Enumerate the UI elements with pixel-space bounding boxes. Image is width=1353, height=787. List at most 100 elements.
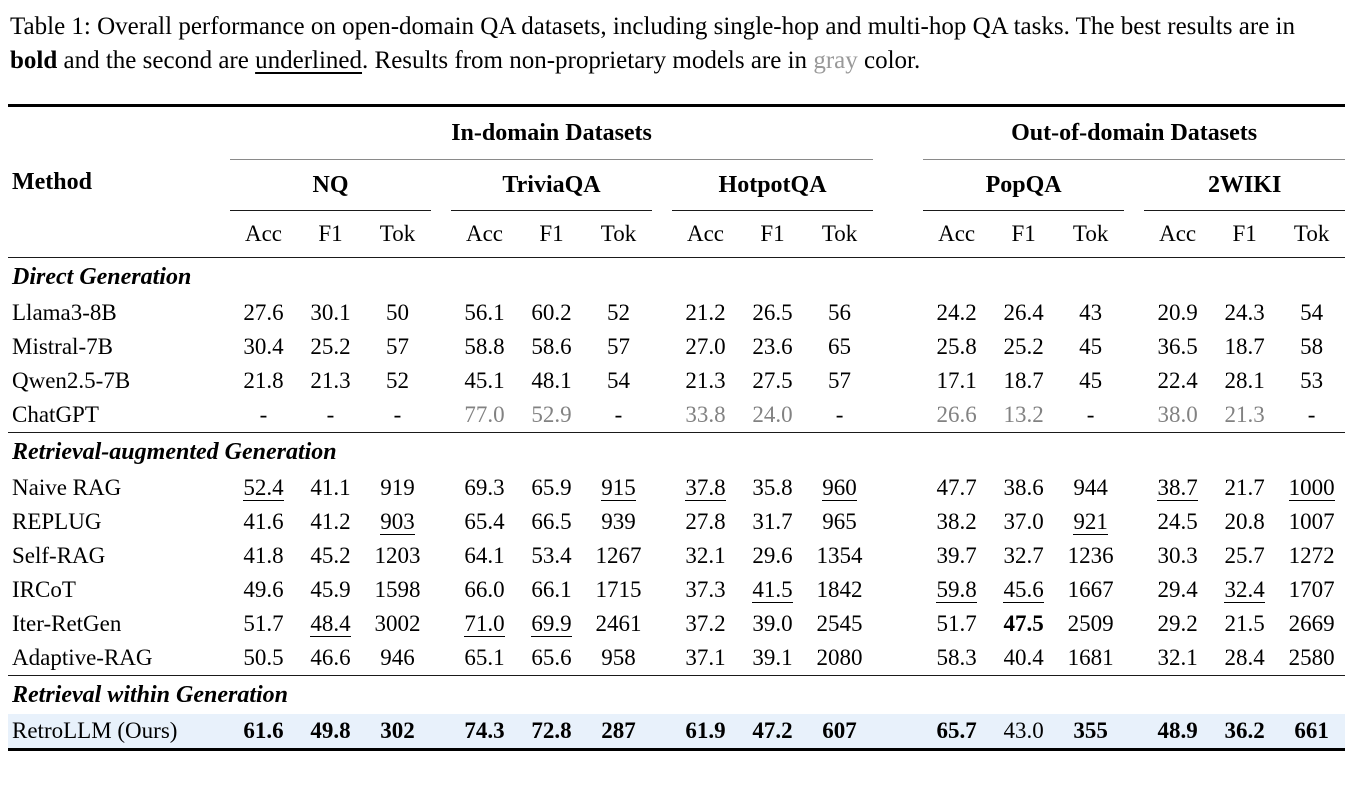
column-gap xyxy=(431,539,451,573)
value-cell: 2580 xyxy=(1288,645,1335,670)
method-cell: ChatGPT xyxy=(12,402,99,427)
value-cell: 69.3 xyxy=(464,475,505,500)
column-gap xyxy=(873,505,923,539)
column-gap xyxy=(431,641,451,676)
column-gap xyxy=(652,573,672,607)
value-cell: 47.2 xyxy=(739,714,806,751)
value-cell: 18.7 xyxy=(1224,334,1265,359)
value-cell: 58.6 xyxy=(531,334,572,359)
method-cell: REPLUG xyxy=(12,509,102,534)
column-gap xyxy=(873,607,923,641)
method-cell: Naive RAG xyxy=(12,475,122,500)
value-cell: 1707 xyxy=(1288,577,1335,602)
value-cell: - xyxy=(393,402,402,427)
value-cell: 921 xyxy=(1057,505,1124,539)
value: 24.0 xyxy=(752,402,793,427)
value: 960 xyxy=(822,474,857,502)
metric-header-f1: F1 xyxy=(518,210,585,258)
value-cell: 2545 xyxy=(816,611,863,636)
value: 903 xyxy=(380,508,415,536)
value: 65.7 xyxy=(936,718,977,743)
value-cell: 13.2 xyxy=(990,398,1057,433)
value-cell: 66.1 xyxy=(531,577,572,602)
value: 607 xyxy=(822,718,857,743)
value-cell: 2080 xyxy=(816,645,863,670)
value-cell: 21.5 xyxy=(1224,611,1265,636)
column-gap xyxy=(1124,210,1145,258)
metric-header-f1: F1 xyxy=(1211,210,1279,258)
caption-underlined-word: underlined xyxy=(255,47,363,74)
column-gap xyxy=(1124,471,1144,505)
value-cell: 32.7 xyxy=(1003,543,1044,568)
value-cell: 25.7 xyxy=(1224,543,1265,568)
value-cell: 41.8 xyxy=(243,543,284,568)
value-cell: 607 xyxy=(806,714,874,751)
results-table: Method In-domain Datasets Out-of-domain … xyxy=(8,104,1346,751)
caption-text: Table 1: Overall performance on open-dom… xyxy=(10,13,1295,40)
value-cell: 50 xyxy=(386,300,409,325)
value-cell: 60.2 xyxy=(531,300,572,325)
value-cell: 65.9 xyxy=(531,475,572,500)
value-cell: 58.8 xyxy=(464,334,505,359)
value: 61.9 xyxy=(685,718,726,743)
column-gap xyxy=(652,505,672,539)
value-cell: 59.8 xyxy=(923,573,990,607)
value-cell: 22.4 xyxy=(1157,368,1198,393)
caption-text: and the second are xyxy=(57,47,256,74)
value-cell: 52 xyxy=(386,368,409,393)
value-cell: 72.8 xyxy=(518,714,585,751)
metric-header-f1: F1 xyxy=(990,210,1058,258)
value-cell: 29.2 xyxy=(1157,611,1198,636)
value-cell: 29.4 xyxy=(1157,577,1198,602)
value-cell: 1681 xyxy=(1067,645,1114,670)
value-cell: 45.9 xyxy=(310,577,351,602)
column-gap xyxy=(873,160,923,211)
metric-header-acc: Acc xyxy=(672,210,739,258)
value-cell: 57 xyxy=(828,368,852,393)
section-title: Direct Generation xyxy=(8,257,1346,296)
dataset-header-popqa: PopQA xyxy=(923,159,1125,211)
column-gap xyxy=(873,106,923,160)
value-cell: 38.2 xyxy=(936,509,977,534)
method-cell: IRCoT xyxy=(12,577,76,602)
value-cell: 35.8 xyxy=(752,475,793,500)
value-cell: 51.7 xyxy=(243,611,284,636)
value-cell: 958 xyxy=(601,645,636,670)
value-cell: - xyxy=(1086,402,1095,427)
table-row: Llama3-8B 27.6 30.1 50 56.1 60.2 52 21.2 26.5 56 2… xyxy=(8,296,1345,330)
method-cell: Mistral-7B xyxy=(12,334,113,359)
dataset-header-row: NQ TriviaQA HotpotQA PopQA 2WIKI xyxy=(8,159,1346,211)
column-gap xyxy=(431,573,451,607)
value-cell: 25.8 xyxy=(936,334,977,359)
metric-header-row: Acc F1 Tok Acc F1 Tok Acc F1 Tok Acc F1 Tok Acc F1 Tok xyxy=(8,210,1346,258)
column-gap xyxy=(652,296,672,330)
table-row: Qwen2.5-7B 21.8 21.3 52 45.1 48.1 54 21.3 27.5 57… xyxy=(8,364,1345,398)
group-header-in-domain: In-domain Datasets xyxy=(230,105,874,160)
value: 36.2 xyxy=(1224,718,1265,743)
column-gap xyxy=(1124,160,1144,211)
metric-header-f1: F1 xyxy=(739,210,806,258)
value-cell: 41.5 xyxy=(739,573,806,607)
method-cell: Self-RAG xyxy=(12,543,106,568)
value: 74.3 xyxy=(464,718,505,743)
value-cell: 24.0 xyxy=(739,398,806,433)
table-row: RetroLLM (Ours) 61.6 49.8 302 74.3 72.8 287 61.… xyxy=(8,714,1346,751)
value-cell: 23.6 xyxy=(752,334,793,359)
value-cell: 49.6 xyxy=(243,577,284,602)
value: 921 xyxy=(1073,508,1108,536)
value-cell: 45 xyxy=(1079,334,1103,359)
value-cell: 37.2 xyxy=(685,611,726,636)
value-cell: 52 xyxy=(607,300,630,325)
value-cell: 47.7 xyxy=(936,475,977,500)
value-cell: 21.3 xyxy=(685,368,726,393)
value-cell: - xyxy=(259,402,268,427)
column-gap xyxy=(873,398,923,433)
value-cell: 944 xyxy=(1073,475,1108,500)
value: 37.8 xyxy=(685,474,726,502)
value-cell: 355 xyxy=(1057,714,1125,751)
value-cell: 903 xyxy=(364,505,431,539)
column-gap xyxy=(873,210,924,258)
column-gap xyxy=(1124,714,1145,751)
value-cell: 21.2 xyxy=(685,300,726,325)
table-row: Naive RAG 52.4 41.1 919 69.3 65.9 915 37.8 35.8 9… xyxy=(8,471,1345,505)
